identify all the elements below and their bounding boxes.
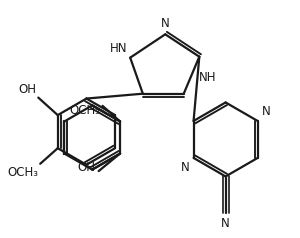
Text: NH: NH xyxy=(200,71,217,84)
Text: OH: OH xyxy=(18,83,36,96)
Text: HN: HN xyxy=(110,42,127,55)
Text: OH: OH xyxy=(78,161,96,174)
Text: N: N xyxy=(221,217,230,230)
Text: OCH₃: OCH₃ xyxy=(70,104,101,117)
Text: N: N xyxy=(262,105,270,118)
Text: N: N xyxy=(181,161,190,174)
Text: OCH₃: OCH₃ xyxy=(7,166,38,179)
Text: N: N xyxy=(161,17,170,30)
